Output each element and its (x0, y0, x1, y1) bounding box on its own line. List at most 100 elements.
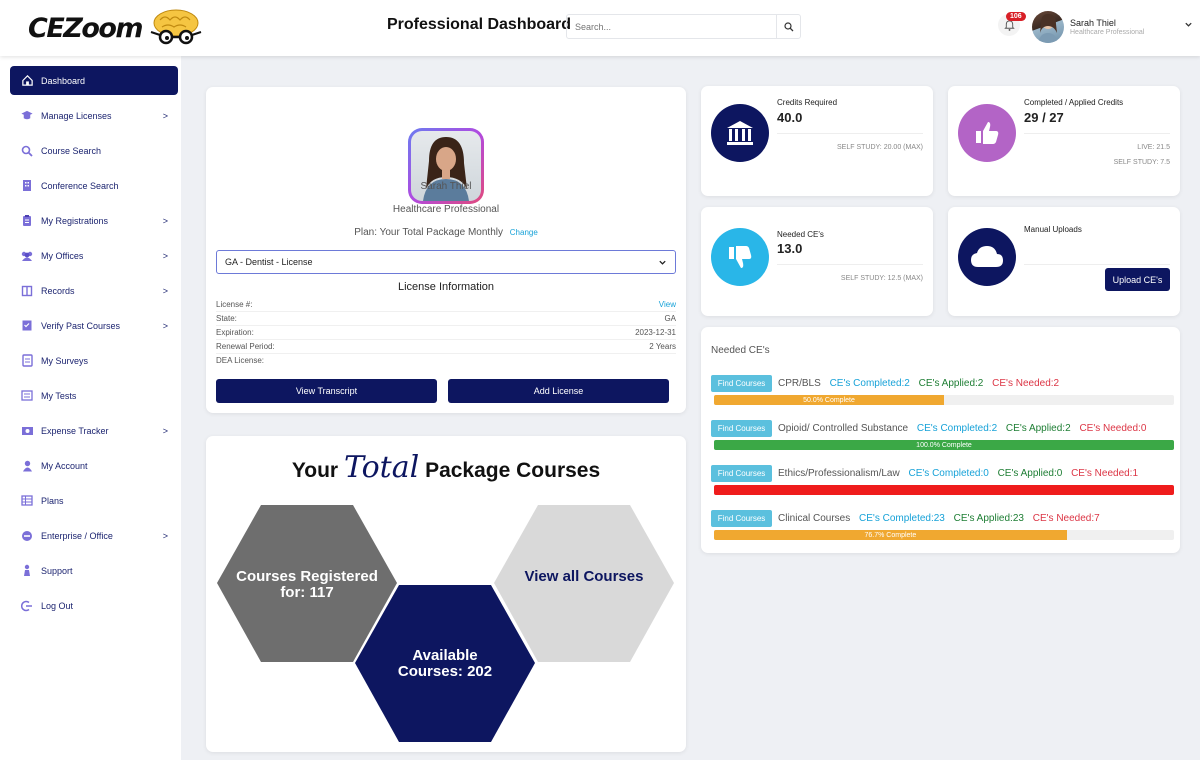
progress-bar: 50.0% Complete (714, 395, 1174, 405)
needed-ces-title: Needed CE's (711, 345, 770, 356)
ces-completed: CE's Completed:23 (859, 513, 945, 524)
sidebar-item-label: Plans (41, 495, 64, 506)
row-label: License #: (216, 300, 253, 309)
credits-required-sub: SELF STUDY: 20.00 (MAX) (837, 144, 923, 151)
view-all-courses-button[interactable]: View all Courses (524, 568, 644, 585)
sidebar-item-plans[interactable]: Plans (10, 486, 178, 515)
progress-bar-fill: 76.7% Complete (714, 530, 1067, 540)
sidebar-item-enterprise-office[interactable]: Enterprise / Office > (10, 521, 178, 550)
sidebar-item-course-search[interactable]: Course Search (10, 136, 178, 165)
view-all-hexagon (494, 505, 674, 662)
sidebar-item-conference-search[interactable]: Conference Search (10, 171, 178, 200)
ces-applied: CE's Applied:0 (997, 468, 1063, 479)
thumbs-down-icon (729, 246, 752, 268)
available-courses-button[interactable]: Available Courses: 202 (397, 647, 493, 680)
package-title-before: Your (291, 459, 339, 482)
progress-bar-fill: 100.0% Complete (714, 440, 1174, 450)
top-header: CEZoom Professional Dashboard 106 Sarah … (0, 0, 1200, 56)
sidebar-item-manage-licenses[interactable]: Manage Licenses > (10, 101, 178, 130)
sidebar-item-dashboard[interactable]: Dashboard (10, 66, 178, 95)
ces-applied: CE's Applied:23 (953, 513, 1024, 524)
needed-ces-label: Needed CE's (777, 230, 824, 239)
sidebar-item-my-surveys[interactable]: My Surveys (10, 346, 178, 375)
upload-ces-button[interactable]: Upload CE's (1105, 268, 1170, 291)
sidebar-item-expense-tracker[interactable]: Expense Tracker > (10, 416, 178, 445)
find-courses-button[interactable]: Find Courses (711, 465, 772, 482)
thumbs-up-icon (976, 122, 999, 144)
sidebar-item-records[interactable]: Records > (10, 276, 178, 305)
sidebar-item-my-account[interactable]: My Account (10, 451, 178, 480)
chevron-right-icon: > (162, 215, 168, 226)
search-button[interactable] (776, 15, 800, 38)
chevron-down-icon[interactable] (1184, 20, 1193, 29)
package-hexagons (217, 505, 674, 742)
find-courses-button[interactable]: Find Courses (711, 375, 772, 392)
sidebar: Dashboard Manage Licenses > Course Searc… (0, 56, 181, 760)
row-value: 2023-12-31 (635, 328, 676, 337)
table-icon (20, 494, 34, 508)
find-courses-button[interactable]: Find Courses (711, 420, 772, 437)
profile-portrait (423, 137, 469, 201)
courses-registered-button[interactable]: Courses Registered for: 117 (236, 568, 378, 601)
needed-ces-value: 13.0 (777, 241, 803, 256)
ces-completed: CE's Completed:2 (916, 423, 998, 434)
graduation-cap-icon (20, 109, 34, 123)
sidebar-item-log-out[interactable]: Log Out (10, 591, 178, 620)
credits-required-value: 40.0 (777, 110, 803, 125)
sidebar-item-label: Records (41, 285, 75, 296)
requirement-row-cpr-bls: Find Courses CPR/BLS CE's Completed:2 CE… (711, 375, 1174, 411)
search-icon (20, 144, 34, 158)
divider (777, 264, 923, 265)
row-label: DEA License: (216, 356, 265, 365)
completed-live: LIVE: 21.5 (1137, 144, 1170, 151)
chevron-right-icon: > (162, 250, 168, 261)
sidebar-item-my-tests[interactable]: My Tests (10, 381, 178, 410)
sidebar-item-label: Manage Licenses (41, 110, 112, 121)
user-icon (20, 459, 34, 473)
user-name[interactable]: Sarah Thiel (1070, 18, 1116, 28)
bell-icon (1003, 19, 1015, 31)
requirement-text: Clinical Courses CE's Completed:23 CE's … (778, 513, 1106, 524)
registered-hexagon (217, 505, 397, 662)
sidebar-item-my-registrations[interactable]: My Registrations > (10, 206, 178, 235)
view-transcript-button[interactable]: View Transcript (216, 379, 437, 403)
search-bar (566, 14, 801, 39)
manual-uploads-card: Manual Uploads Upload CE's (948, 207, 1180, 316)
search-input[interactable] (567, 15, 776, 38)
requirement-row-clinical: Find Courses Clinical Courses CE's Compl… (711, 510, 1174, 546)
sidebar-item-verify-past-courses[interactable]: Verify Past Courses > (10, 311, 178, 340)
clipboard-icon (20, 214, 34, 228)
chevron-right-icon: > (162, 530, 168, 541)
license-select[interactable]: GA - Dentist - License (216, 250, 676, 274)
sidebar-item-label: My Offices (41, 250, 84, 261)
license-number-row: License #: View (216, 298, 676, 312)
requirement-row-ethics: Find Courses Ethics/Professionalism/Law … (711, 465, 1174, 501)
progress-bar-fill (714, 485, 1174, 495)
notification-count-badge: 106 (1006, 12, 1026, 21)
progress-bar: 100.0% Complete (714, 440, 1174, 450)
brain-glasses-icon (150, 9, 202, 45)
sidebar-item-label: Verify Past Courses (41, 320, 121, 331)
view-license-link[interactable]: View (658, 300, 676, 309)
ces-completed: CE's Completed:0 (908, 468, 989, 479)
plan-change-link[interactable]: Change (509, 228, 538, 237)
divider (1024, 264, 1170, 265)
credits-required-card: Credits Required 40.0 SELF STUDY: 20.00 … (701, 86, 933, 196)
add-license-button[interactable]: Add License (448, 379, 669, 403)
sidebar-item-my-offices[interactable]: My Offices > (10, 241, 178, 270)
requirement-name: Clinical Courses (778, 513, 851, 524)
user-avatar[interactable] (1032, 11, 1064, 43)
state-row: State: GA (216, 312, 676, 326)
sidebar-item-label: My Surveys (41, 355, 89, 366)
row-label: Expiration: (216, 328, 254, 337)
find-courses-button[interactable]: Find Courses (711, 510, 772, 527)
divider (1024, 133, 1170, 134)
credits-required-circle (711, 104, 769, 162)
package-courses-card: Your Total Package Courses Courses Regis… (206, 436, 686, 752)
sidebar-item-support[interactable]: Support (10, 556, 178, 585)
cezoom-logo[interactable]: CEZoom (28, 6, 204, 50)
page-title: Professional Dashboard (387, 16, 572, 33)
survey-icon (20, 354, 34, 368)
renewal-period-row: Renewal Period: 2 Years (216, 340, 676, 354)
credits-required-label: Credits Required (777, 98, 838, 107)
